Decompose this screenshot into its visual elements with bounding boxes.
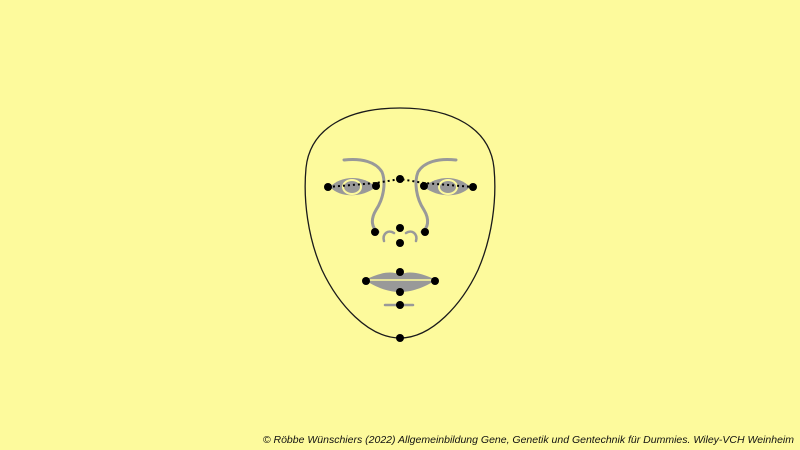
landmark-point — [372, 182, 380, 190]
landmark-point — [324, 183, 332, 191]
landmark-point — [371, 228, 379, 236]
copyright-notice: © Röbbe Wünschiers (2022) Allgemeinbildu… — [262, 434, 794, 446]
landmark-point — [396, 175, 404, 183]
left-eyebrow-nose-line — [342, 158, 386, 234]
right-eyebrow-nose-line — [414, 158, 458, 234]
landmark-point — [396, 288, 404, 296]
landmark-point — [469, 183, 477, 191]
landmark-point — [396, 239, 404, 247]
landmark-point — [362, 277, 370, 285]
landmark-point — [421, 228, 429, 236]
right-eye — [424, 177, 470, 196]
left-nostril — [382, 230, 396, 243]
landmark-point — [431, 277, 439, 285]
landmarks — [324, 175, 477, 342]
right-nostril — [404, 230, 418, 243]
landmark-point — [396, 301, 404, 309]
lips — [365, 272, 436, 292]
landmark-point — [396, 334, 404, 342]
landmark-point — [396, 224, 404, 232]
landmark-point — [420, 182, 428, 190]
left-eye — [330, 177, 376, 196]
landmark-point — [396, 268, 404, 276]
